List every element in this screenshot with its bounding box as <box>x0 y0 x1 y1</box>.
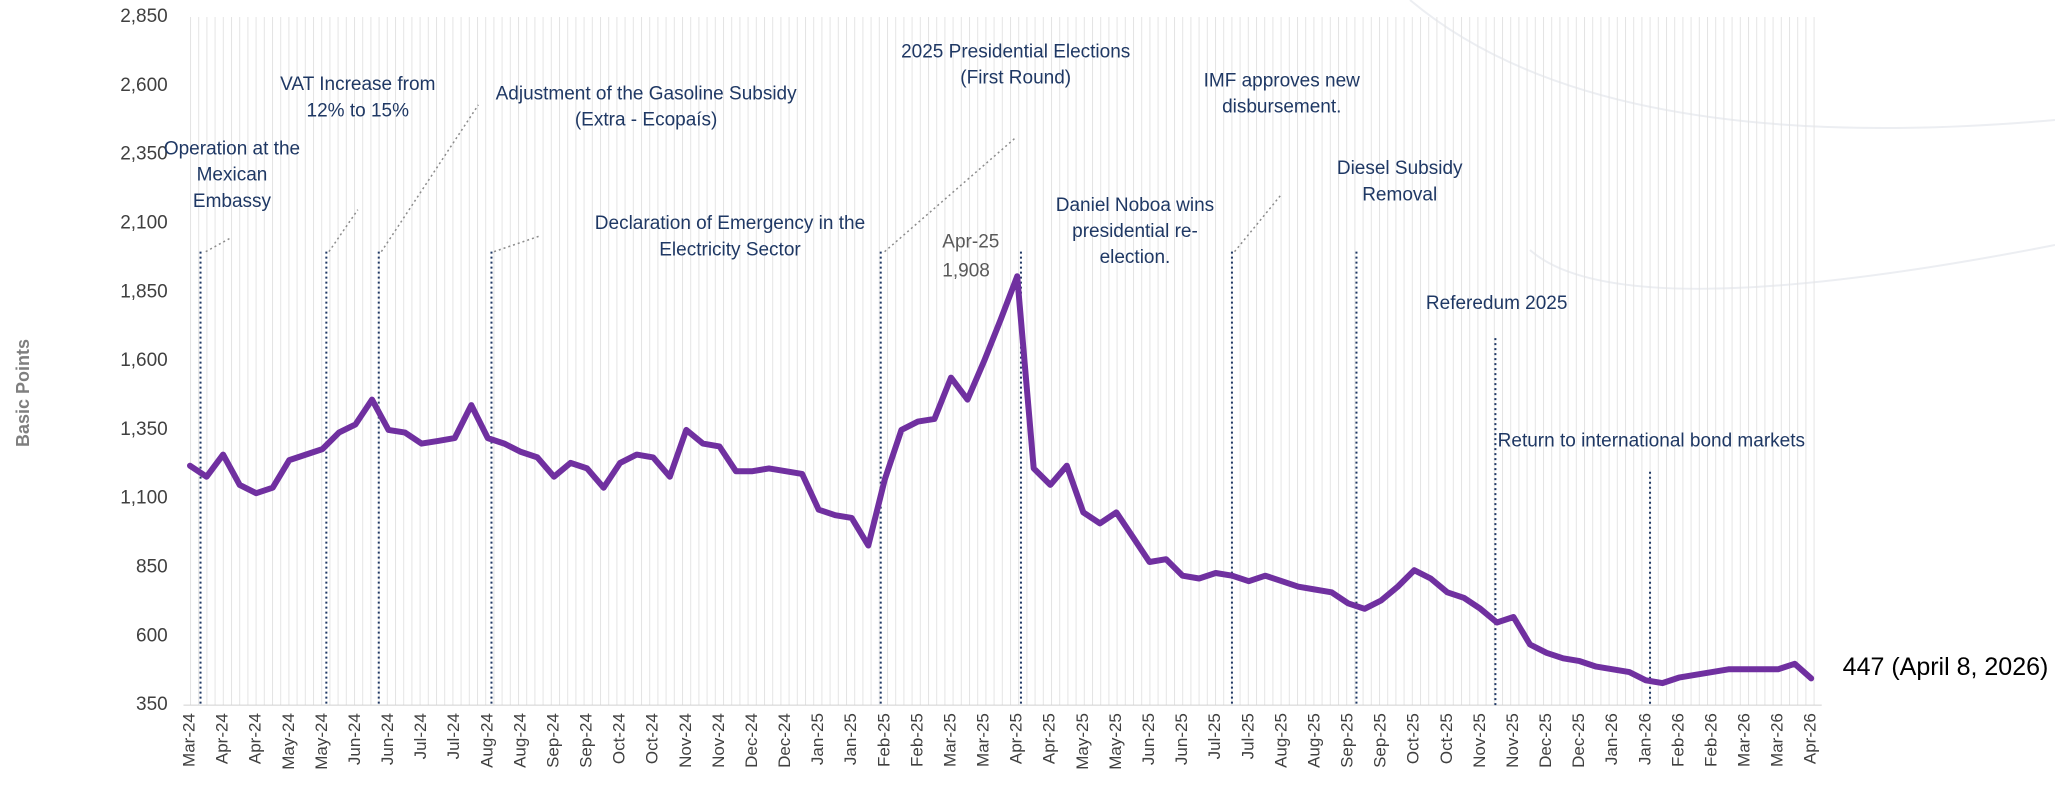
x-tick-label: Jan-25 <box>841 713 860 765</box>
y-tick-label: 350 <box>136 694 168 715</box>
annotation: 12% to 15% <box>307 100 410 121</box>
annotation: Embassy <box>193 191 272 212</box>
x-tick-label: Jan-25 <box>808 713 827 765</box>
x-tick-label: Sep-24 <box>577 713 596 768</box>
x-tick-label: Apr-24 <box>246 713 265 764</box>
x-tick-label: Apr-25 <box>1040 713 1059 764</box>
x-tick-label: Oct-24 <box>610 713 629 764</box>
annotation: Return to international bond markets <box>1498 431 1805 452</box>
x-tick-label: Dec-24 <box>775 713 794 768</box>
y-tick-label: 600 <box>136 625 168 646</box>
x-tick-label: Feb-25 <box>907 713 926 767</box>
annotation: Daniel Noboa wins <box>1056 195 1214 216</box>
y-tick-label: 2,850 <box>120 6 168 27</box>
x-tick-label: Aug-24 <box>510 713 529 768</box>
leader-line <box>328 209 359 253</box>
x-tick-label: Sep-25 <box>1338 713 1357 768</box>
x-tick-label: Jul-25 <box>1238 713 1257 759</box>
leader-line <box>380 104 479 253</box>
annotation: (Extra - Ecopaís) <box>575 110 718 131</box>
x-tick-label: Mar-25 <box>974 713 993 767</box>
x-tick-label: Mar-25 <box>940 713 959 767</box>
x-tick-label: Aug-25 <box>1304 713 1323 768</box>
x-tick-label: Jun-24 <box>345 713 364 765</box>
x-tick-label: Feb-26 <box>1701 713 1720 767</box>
annotation: presidential re- <box>1072 221 1198 242</box>
annotation: IMF approves new <box>1204 70 1361 91</box>
annotation: election. <box>1100 247 1171 268</box>
annotation: Operation at the <box>164 138 300 159</box>
x-tick-label: Mar-24 <box>180 713 199 767</box>
annotation: Removal <box>1362 184 1437 205</box>
x-tick-label: Mar-26 <box>1768 713 1787 767</box>
plot-stripes <box>190 17 1820 705</box>
x-tick-label: Dec-24 <box>742 713 761 768</box>
y-tick-label: 1,100 <box>120 488 168 509</box>
annotation: Mexican <box>197 165 268 186</box>
x-tick-label: Apr-25 <box>1007 713 1026 764</box>
x-tick-label: Jan-26 <box>1635 713 1654 765</box>
x-tick-label: Jan-26 <box>1602 713 1621 765</box>
annotation: VAT Increase from <box>280 74 435 95</box>
annotation: Diesel Subsidy <box>1337 158 1463 179</box>
x-tick-label: May-25 <box>1106 713 1125 770</box>
annotation: 2025 Presidential Elections <box>901 41 1130 62</box>
series-line <box>187 273 1815 687</box>
x-tick-label: Jul-24 <box>444 713 463 759</box>
x-tick-label: Feb-26 <box>1668 713 1687 767</box>
x-tick-label: Apr-26 <box>1801 713 1820 764</box>
x-tick-label: Sep-25 <box>1371 713 1390 768</box>
x-tick-label: Feb-25 <box>874 713 893 767</box>
x-tick-label: Nov-24 <box>676 713 695 768</box>
y-tick-label: 1,850 <box>120 281 168 302</box>
x-tick-label: Oct-24 <box>643 713 662 764</box>
y-tick-label: 2,600 <box>120 75 168 96</box>
x-tick-label: Nov-25 <box>1503 713 1522 768</box>
x-tick-label: Sep-24 <box>543 713 562 768</box>
last-value-label: 447 (April 8, 2026) <box>1843 653 2049 681</box>
x-tick-label: Nov-25 <box>1470 713 1489 768</box>
x-tick-label: Jun-24 <box>378 713 397 765</box>
x-tick-label: Dec-25 <box>1569 713 1588 768</box>
x-tick-label: Nov-24 <box>709 713 728 768</box>
y-tick-label: 1,350 <box>120 419 168 440</box>
annotation: Declaration of Emergency in the <box>595 213 865 234</box>
annotation: Apr-25 <box>942 231 999 252</box>
annotation: Electricity Sector <box>659 239 801 260</box>
y-tick-label: 1,600 <box>120 350 168 371</box>
annotation: 1,908 <box>942 260 990 281</box>
y-tick-label: 850 <box>136 556 168 577</box>
x-tick-label: Apr-24 <box>213 713 232 764</box>
x-tick-label: Aug-24 <box>477 713 496 768</box>
leader-line <box>493 235 541 253</box>
x-tick-label: Jul-24 <box>411 713 430 759</box>
x-tick-label: Oct-25 <box>1404 713 1423 764</box>
x-tick-label: Jun-25 <box>1172 713 1191 765</box>
x-tick-label: May-24 <box>279 713 298 770</box>
annotation: (First Round) <box>960 68 1071 89</box>
x-tick-label: May-25 <box>1073 713 1092 770</box>
x-tick-label: May-24 <box>312 713 331 770</box>
x-tick-label: Mar-26 <box>1735 713 1754 767</box>
annotation: Adjustment of the Gasoline Subsidy <box>496 83 798 104</box>
x-tick-label: Dec-25 <box>1536 713 1555 768</box>
y-tick-label: 2,350 <box>120 144 168 165</box>
x-tick-label: Jul-25 <box>1205 713 1224 759</box>
annotation: disbursement. <box>1222 96 1341 117</box>
y-axis-title: Basic Points <box>13 339 33 447</box>
annotation: Referedum 2025 <box>1426 293 1568 314</box>
leader-line <box>884 137 1017 253</box>
x-tick-label: Oct-25 <box>1437 713 1456 764</box>
y-tick-label: 2,100 <box>120 212 168 233</box>
x-tick-label: Aug-25 <box>1271 713 1290 768</box>
x-tick-label: Jun-25 <box>1139 713 1158 765</box>
